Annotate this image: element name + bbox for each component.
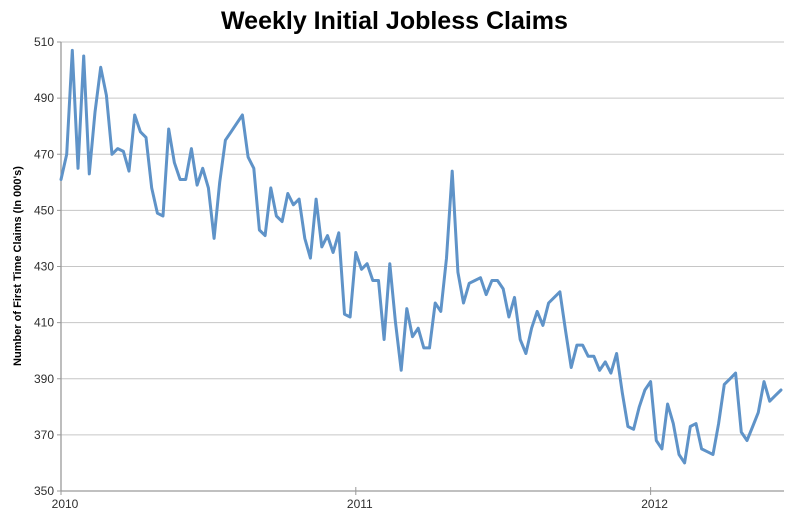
y-tick-label-470: 470 xyxy=(34,147,54,161)
y-tick-label-390: 390 xyxy=(34,372,54,386)
x-tick-label-2012: 2012 xyxy=(641,497,668,511)
chart-title: Weekly Initial Jobless Claims xyxy=(221,7,568,35)
jobless-claims-series-line xyxy=(59,48,783,465)
x-tick-label-2010: 2010 xyxy=(52,497,79,511)
y-tick-label-370: 370 xyxy=(34,428,54,442)
y-tick-label-450: 450 xyxy=(34,203,54,217)
y-tick-label-490: 490 xyxy=(34,91,54,105)
y-tick-label-350: 350 xyxy=(34,484,54,498)
x-tick-label-2011: 2011 xyxy=(347,497,373,511)
y-tick-label-410: 410 xyxy=(34,316,54,330)
y-tick-label-510: 510 xyxy=(34,35,54,49)
y-tick-label-430: 430 xyxy=(34,260,54,274)
